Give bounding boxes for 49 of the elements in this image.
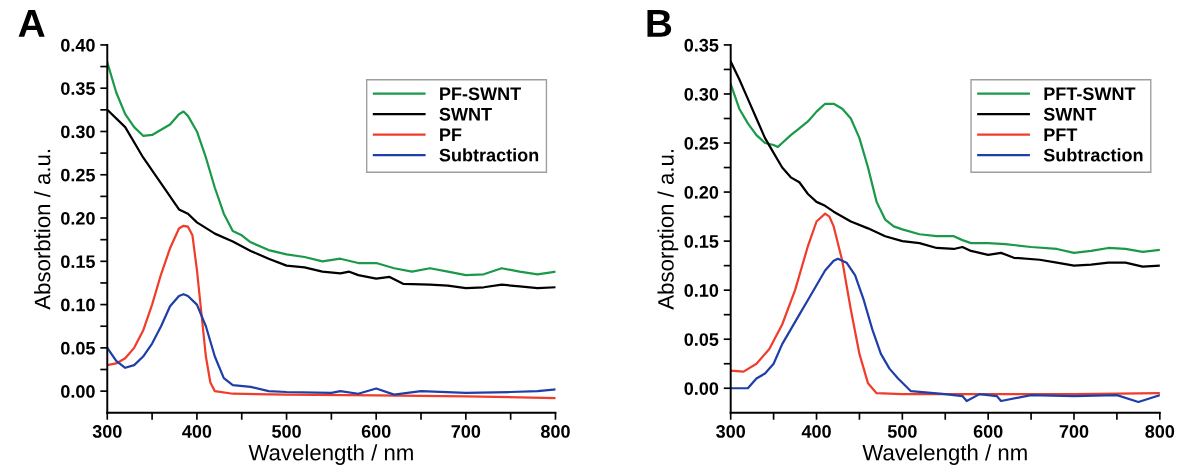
x-tick-label: 400 bbox=[182, 425, 212, 438]
y-tick-label: 0.25 bbox=[684, 136, 719, 150]
y-tick-label: 0.00 bbox=[684, 382, 719, 395]
y-tick-label: 0.35 bbox=[61, 82, 95, 95]
x-tick-label: 600 bbox=[973, 425, 1003, 438]
x-tick-label: 400 bbox=[801, 425, 831, 438]
x-tick-label: 700 bbox=[1059, 425, 1089, 438]
chart-title: A bbox=[18, 10, 45, 37]
legend-label: SWNT bbox=[439, 107, 492, 121]
legend-label: Subtraction bbox=[1043, 148, 1143, 162]
chart-title: B bbox=[647, 10, 672, 37]
y-tick-label: 0.05 bbox=[61, 341, 95, 355]
legend-label: PF-SWNT bbox=[440, 87, 521, 101]
y-tick-label: 0.10 bbox=[684, 284, 719, 297]
y-tick-label: 0.20 bbox=[61, 211, 95, 225]
x-tick-label: 800 bbox=[540, 425, 570, 438]
y-axis-title: Absorption / a.u. bbox=[657, 149, 679, 310]
line-series bbox=[107, 61, 556, 277]
x-tick-label: 500 bbox=[887, 425, 917, 438]
legend-label: PFT bbox=[1044, 128, 1078, 141]
x-axis-title: Wavelength / nm bbox=[248, 444, 413, 465]
x-tick-label: 500 bbox=[272, 425, 301, 438]
line-series bbox=[107, 293, 556, 396]
y-tick-label: 0.30 bbox=[684, 87, 719, 101]
legend-label: Subtraction bbox=[439, 148, 539, 162]
y-tick-label: 0.15 bbox=[61, 255, 95, 269]
y-axis-title: Absorbtion / a.u. bbox=[34, 149, 51, 310]
y-tick-label: 0.25 bbox=[61, 168, 95, 182]
line-series bbox=[107, 224, 556, 400]
y-tick-label: 0.05 bbox=[684, 333, 719, 346]
line-series bbox=[730, 257, 1160, 404]
line-series bbox=[730, 212, 1160, 396]
x-tick-label: 800 bbox=[1145, 425, 1175, 438]
x-axis-title: Wavelength / nm bbox=[862, 444, 1027, 465]
line-series bbox=[730, 83, 1160, 254]
legend-label: PFT-SWNT bbox=[1044, 87, 1136, 101]
x-tick-label: 600 bbox=[361, 425, 391, 438]
y-tick-label: 0.10 bbox=[61, 298, 95, 312]
y-tick-label: 0.00 bbox=[61, 385, 95, 398]
y-tick-label: 0.15 bbox=[684, 235, 719, 248]
x-tick-label: 700 bbox=[451, 425, 481, 438]
legend-label: PF bbox=[440, 128, 462, 141]
y-tick-label: 0.35 bbox=[684, 38, 719, 52]
legend-label: SWNT bbox=[1043, 107, 1097, 121]
y-tick-label: 0.30 bbox=[61, 125, 95, 139]
x-tick-label: 300 bbox=[92, 425, 122, 438]
y-tick-label: 0.40 bbox=[61, 38, 95, 52]
x-tick-label: 300 bbox=[716, 425, 746, 438]
y-tick-label: 0.20 bbox=[684, 186, 719, 199]
